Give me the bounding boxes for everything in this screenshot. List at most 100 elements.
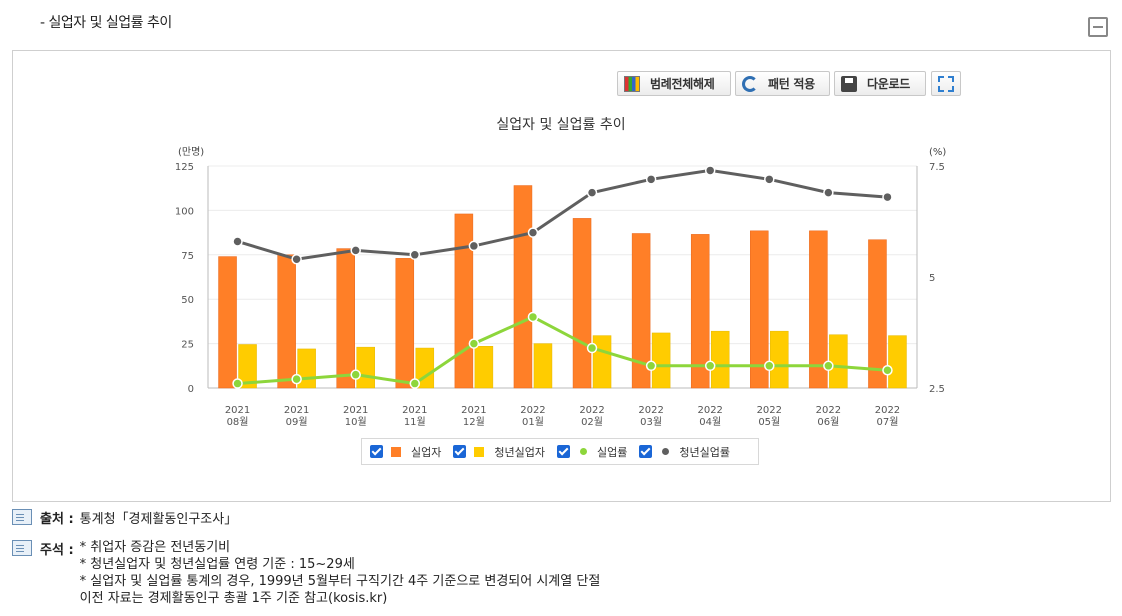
line-point <box>232 236 243 247</box>
source-label: 출처 : <box>40 512 74 527</box>
remark-line: * 청년실업자 및 청년실업률 연령 기준 : 15~29세 <box>79 557 355 572</box>
legend-swatch <box>662 448 670 455</box>
remark-line: 이전 자료는 경제활동인구 총괄 1주 기준 참고(kosis.kr) <box>79 591 388 606</box>
collapse-button[interactable] <box>1088 17 1108 37</box>
legend-toggle-all-button[interactable]: 범례전체해제 <box>617 71 731 96</box>
line-point <box>527 227 539 238</box>
line-point <box>823 360 834 372</box>
pattern-apply-label: 패턴 적용 <box>768 77 815 91</box>
bar <box>336 248 355 389</box>
y-tick-label-left: 125 <box>175 162 194 173</box>
x-tick-label-year: 2021 <box>343 405 368 416</box>
y-tick-label-left: 25 <box>181 340 194 351</box>
x-tick-label-year: 2021 <box>284 405 309 416</box>
bar <box>572 218 592 389</box>
x-tick-label-month: 02월 <box>581 416 603 428</box>
x-tick-label-month: 01월 <box>522 416 544 428</box>
line-point <box>645 174 657 185</box>
x-tick-label-year: 2022 <box>757 405 782 416</box>
expand-icon <box>938 75 954 92</box>
legend-item[interactable]: 실업자 <box>370 444 441 460</box>
line-point <box>645 360 657 372</box>
save-disk-icon <box>841 75 857 92</box>
line-point <box>823 187 834 198</box>
x-tick-label-month: 08월 <box>227 416 249 428</box>
pattern-apply-button[interactable]: 패턴 적용 <box>735 71 830 96</box>
legend-checkbox[interactable] <box>556 445 570 458</box>
bar <box>454 213 474 389</box>
bar <box>277 254 296 389</box>
y-tick-label-left: 50 <box>181 295 194 306</box>
legend-checkbox[interactable] <box>639 445 653 458</box>
legend-chart-icon <box>624 75 640 92</box>
bar <box>868 239 887 389</box>
bar <box>770 330 789 389</box>
bar <box>829 334 848 389</box>
bar <box>651 332 671 389</box>
legend-item[interactable]: 청년실업자 <box>453 444 545 460</box>
left-axis-unit: (만명) <box>178 146 204 158</box>
x-tick-label-month: 06월 <box>817 416 839 428</box>
book-icon <box>12 540 32 556</box>
y-tick-label-right: 2.5 <box>929 384 945 395</box>
legend-checkbox[interactable] <box>453 445 467 458</box>
legend-swatch <box>391 446 401 457</box>
download-label: 다운로드 <box>867 77 910 91</box>
bar <box>474 346 494 389</box>
x-tick-label-month: 10월 <box>345 416 367 428</box>
series-line <box>237 315 888 386</box>
bar <box>710 330 730 389</box>
legend-label: 실업률 <box>596 445 628 459</box>
x-tick-label-month: 12월 <box>463 416 485 428</box>
legend-checkbox[interactable] <box>370 445 383 458</box>
line-point <box>586 187 598 198</box>
y-tick-label-left: 0 <box>188 384 194 395</box>
legend: 실업자 청년실업자 실업률 청년실업률 <box>361 438 759 465</box>
line-point <box>291 373 302 385</box>
x-tick-label-year: 2022 <box>816 405 841 416</box>
legend-label: 실업자 <box>411 445 442 459</box>
line-point <box>704 360 716 372</box>
y-tick-label-left: 75 <box>181 251 194 262</box>
x-tick-label-year: 2022 <box>875 405 900 416</box>
download-button[interactable]: 다운로드 <box>834 71 926 96</box>
x-tick-label-year: 2021 <box>402 405 427 416</box>
x-tick-label-year: 2022 <box>638 405 663 416</box>
bar <box>513 185 533 389</box>
bar <box>631 233 651 389</box>
line-point <box>764 174 775 185</box>
line-point <box>704 165 716 176</box>
line-point <box>409 378 421 389</box>
legend-item[interactable]: 실업률 <box>556 444 628 460</box>
right-axis-unit: (%) <box>929 147 946 158</box>
source-note: 출처 : 통계청「경제활동인구조사」 <box>12 508 237 527</box>
remark-line: * 실업자 및 실업률 통계의 경우, 1999년 5월부터 구직기간 4주 기… <box>79 574 601 589</box>
line-point <box>468 338 480 349</box>
chart-panel <box>12 50 1111 502</box>
remark-line: * 취업자 증감은 전년동기비 <box>79 540 231 555</box>
legend-swatch <box>474 446 485 457</box>
legend-label: 청년실업률 <box>679 445 730 459</box>
bar <box>690 234 710 389</box>
x-tick-label-month: 09월 <box>286 416 308 428</box>
series-line <box>237 168 888 261</box>
legend-item[interactable]: 청년실업률 <box>639 444 730 460</box>
y-tick-label-right: 7.5 <box>929 162 945 173</box>
y-tick-label-right: 5 <box>929 273 935 284</box>
x-tick-label-month: 07월 <box>876 416 898 428</box>
bar <box>750 230 769 389</box>
line-point <box>882 364 893 376</box>
legend-toggle-all-label: 범례전체해제 <box>650 77 715 91</box>
x-tick-label-year: 2022 <box>579 405 604 416</box>
book-icon <box>12 509 32 525</box>
line-point <box>291 253 302 265</box>
x-tick-label-year: 2022 <box>520 405 545 416</box>
x-tick-label-year: 2021 <box>225 405 250 416</box>
x-tick-label-year: 2022 <box>697 405 722 416</box>
chart-title: 실업자 및 실업률 추이 <box>496 117 625 133</box>
line-point <box>350 245 361 256</box>
fullscreen-button[interactable] <box>931 71 961 96</box>
remark-label: 주석 : <box>40 543 74 558</box>
x-tick-label-year: 2021 <box>461 405 486 416</box>
